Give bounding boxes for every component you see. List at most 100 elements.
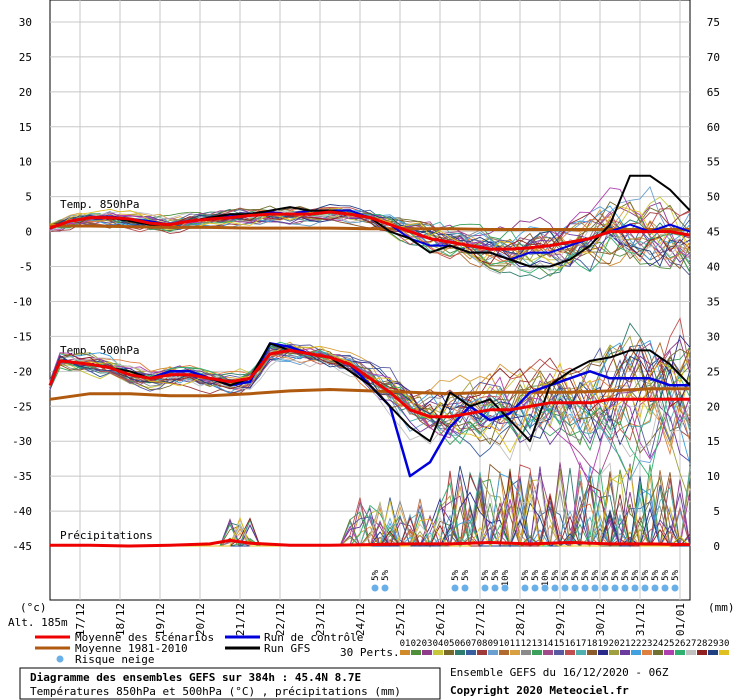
pert-number: 27 <box>686 639 697 649</box>
snow-risk-label: 5% <box>381 569 391 580</box>
right-tick-label: 25 <box>707 365 720 378</box>
left-tick-label: 5 <box>25 191 32 204</box>
snow-risk-label: 5% <box>481 569 491 580</box>
left-tick-label: -40 <box>12 505 32 518</box>
snow-risk-icon <box>601 584 609 592</box>
left-tick-label: -5 <box>19 261 32 274</box>
snow-risk-label: 5% <box>661 569 671 580</box>
pert-number: 12 <box>521 639 532 649</box>
pert-number: 16 <box>565 639 576 649</box>
left-tick-label: -10 <box>12 295 32 308</box>
footer-title: Diagramme des ensembles GEFS sur 384h : … <box>30 671 361 684</box>
x-tick-label: 22/12 <box>274 603 287 636</box>
pert-color-swatch <box>444 650 454 655</box>
right-tick-label: 15 <box>707 435 720 448</box>
right-tick-label: 30 <box>707 330 720 343</box>
perturbation-line <box>49 211 691 274</box>
x-tick-label: 24/12 <box>354 603 367 636</box>
x-tick-label: 23/12 <box>314 603 327 636</box>
pert-color-swatch <box>675 650 685 655</box>
pert-color-swatch <box>598 650 608 655</box>
footer-box <box>19 667 441 700</box>
pert-number: 23 <box>642 639 653 649</box>
pert-color-swatch <box>510 650 520 655</box>
snow-risk-icon <box>651 584 659 592</box>
snow-risk-label: 5% <box>571 569 581 580</box>
snow-risk-icon <box>551 584 559 592</box>
right-tick-label: 50 <box>707 191 720 204</box>
pert-number: 04 <box>433 639 444 649</box>
right-tick-label: 40 <box>707 261 720 274</box>
x-tick-label: 20/12 <box>194 603 207 636</box>
snow-risk-icon <box>371 584 379 592</box>
x-tick-label: 25/12 <box>394 603 407 636</box>
pert-number: 15 <box>554 639 565 649</box>
snow-risk-icon <box>631 584 639 592</box>
legend-label-gfs: Run GFS <box>264 642 310 655</box>
snow-risk-label: 5% <box>641 569 651 580</box>
snow-risk-icon <box>521 584 529 592</box>
pert-number: 11 <box>510 639 521 649</box>
snow-risk-icon <box>491 584 499 592</box>
snow-risk-label: 5% <box>461 569 471 580</box>
pert-color-swatch <box>686 650 696 655</box>
pert-number: 21 <box>620 639 631 649</box>
snow-risk-icon <box>451 584 459 592</box>
left-tick-label: -20 <box>12 365 32 378</box>
pert-number: 20 <box>609 639 620 649</box>
pert-number: 02 <box>411 639 422 649</box>
legend-label-clim: Moyenne 1981-2010 <box>75 642 188 655</box>
pert-number: 06 <box>455 639 466 649</box>
snow-risk-label: 5% <box>671 569 681 580</box>
right-tick-label: 20 <box>707 400 720 413</box>
snow-risk-icon <box>531 584 539 592</box>
snow-risk-label: 5% <box>531 569 541 580</box>
pert-number: 25 <box>664 639 675 649</box>
pert-number: 26 <box>675 639 686 649</box>
snow-risk-icon <box>561 584 569 592</box>
pert-color-swatch <box>521 650 531 655</box>
perturbation-line <box>49 344 691 458</box>
snow-risk-label: 5% <box>561 569 571 580</box>
snow-risk-label: 5% <box>521 569 531 580</box>
pert-color-swatch <box>433 650 443 655</box>
snow-risk-icon <box>381 584 389 592</box>
legend-snow-icon <box>56 655 64 663</box>
snow-risk-label: 5% <box>621 569 631 580</box>
left-tick-label: 15 <box>19 121 32 134</box>
x-tick-label: 17/12 <box>74 603 87 636</box>
snow-risk-label: 5% <box>371 569 381 580</box>
pert-color-swatch <box>576 650 586 655</box>
snow-risk-label: 5% <box>581 569 591 580</box>
snow-risk-icon <box>671 584 679 592</box>
pert-color-swatch <box>400 650 410 655</box>
pert-number: 28 <box>697 639 708 649</box>
right-tick-label: 70 <box>707 51 720 64</box>
pert-color-swatch <box>609 650 619 655</box>
snow-risk-icon <box>481 584 489 592</box>
pert-color-swatch <box>488 650 498 655</box>
x-tick-label: 01/01 <box>674 603 687 636</box>
pert-number: 13 <box>532 639 543 649</box>
left-tick-label: 20 <box>19 86 32 99</box>
perts-label: 30 Perts. <box>340 646 400 659</box>
snow-risk-icon <box>611 584 619 592</box>
pert-color-swatch <box>499 650 509 655</box>
series-t850-mean <box>49 210 691 251</box>
left-tick-label: -30 <box>12 435 32 448</box>
precip-panel-label: Précipitations <box>60 529 153 542</box>
snow-risk-label: 5% <box>591 569 601 580</box>
snow-risk-label: 5% <box>611 569 621 580</box>
snow-risk-label: 5% <box>451 569 461 580</box>
perturbation-line <box>49 343 691 459</box>
altitude-label: Alt. 185m <box>8 616 68 629</box>
legend-label-snow: Risque neige <box>75 653 154 666</box>
right-tick-label: 0 <box>713 540 720 553</box>
pert-color-swatch <box>411 650 421 655</box>
pert-color-swatch <box>631 650 641 655</box>
pert-color-swatch <box>466 650 476 655</box>
snow-risk-icon <box>501 584 509 592</box>
pert-number: 03 <box>422 639 433 649</box>
pert-color-swatch <box>543 650 553 655</box>
